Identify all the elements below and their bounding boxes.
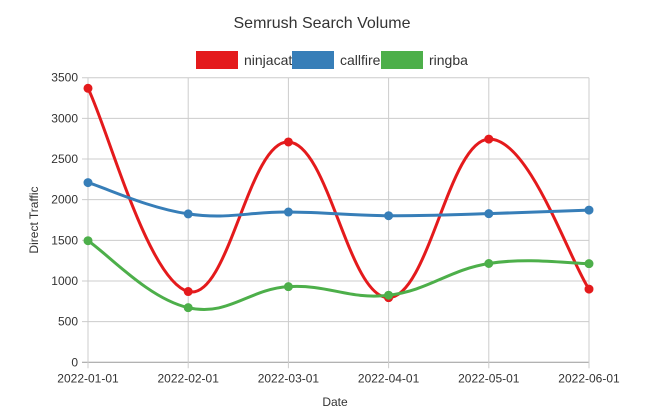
series-line-ninjacat [86, 87, 591, 300]
y-axis-label: Direct Traffic [27, 186, 41, 253]
data-point-ringba [384, 290, 394, 300]
data-point-ninjacat [283, 137, 293, 147]
data-point-ninjacat [484, 134, 494, 144]
data-point-ringba [584, 259, 594, 269]
x-tick-label: 2022-01-01 [57, 371, 119, 385]
data-point-ringba [484, 259, 494, 269]
y-tick-label: 1000 [51, 274, 78, 288]
x-tick-label: 2022-03-01 [258, 371, 320, 385]
data-point-ninjacat [183, 287, 193, 297]
series-line-ringba [87, 239, 590, 311]
data-point-ringba [83, 236, 93, 246]
x-tick-label: 2022-04-01 [358, 371, 420, 385]
data-point-ninjacat [584, 284, 594, 294]
series-lines [83, 83, 594, 313]
y-tick-label: 500 [58, 315, 78, 329]
data-point-ninjacat [83, 83, 93, 93]
data-point-callfire [484, 209, 494, 219]
data-point-ringba [183, 303, 193, 313]
x-axis-label: Date [322, 395, 348, 409]
legend-swatch-callfire [292, 51, 334, 69]
x-tick-label: 2022-02-01 [158, 371, 220, 385]
legend-swatch-ninjacat [196, 51, 238, 69]
legend-label-ninjacat: ninjacat [244, 52, 292, 68]
x-tick-label: 2022-05-01 [458, 371, 520, 385]
series-line-callfire [87, 181, 590, 218]
legend: ninjacat callfire ringba [196, 51, 468, 69]
data-point-ringba [283, 282, 293, 292]
chart-title: Semrush Search Volume [234, 15, 411, 32]
data-point-callfire [384, 211, 394, 221]
data-point-callfire [283, 207, 293, 217]
y-tick-label: 2000 [51, 193, 78, 207]
legend-swatch-ringba [381, 51, 423, 69]
data-point-callfire [584, 205, 594, 215]
y-tick-label: 3000 [51, 111, 78, 125]
legend-label-ringba: ringba [429, 52, 468, 68]
grid [82, 77, 590, 369]
y-tick-label: 2500 [51, 152, 78, 166]
axes: 0 500 1000 1500 2000 2500 3000 3500 2022-01-01 20… [51, 71, 620, 386]
data-point-callfire [183, 209, 193, 219]
legend-label-callfire: callfire [340, 52, 381, 68]
x-tick-label: 2022-06-01 [558, 371, 620, 385]
y-tick-label: 3500 [51, 71, 78, 85]
y-tick-label: 0 [71, 355, 78, 369]
y-tick-label: 1500 [51, 233, 78, 247]
data-point-callfire [83, 178, 93, 188]
